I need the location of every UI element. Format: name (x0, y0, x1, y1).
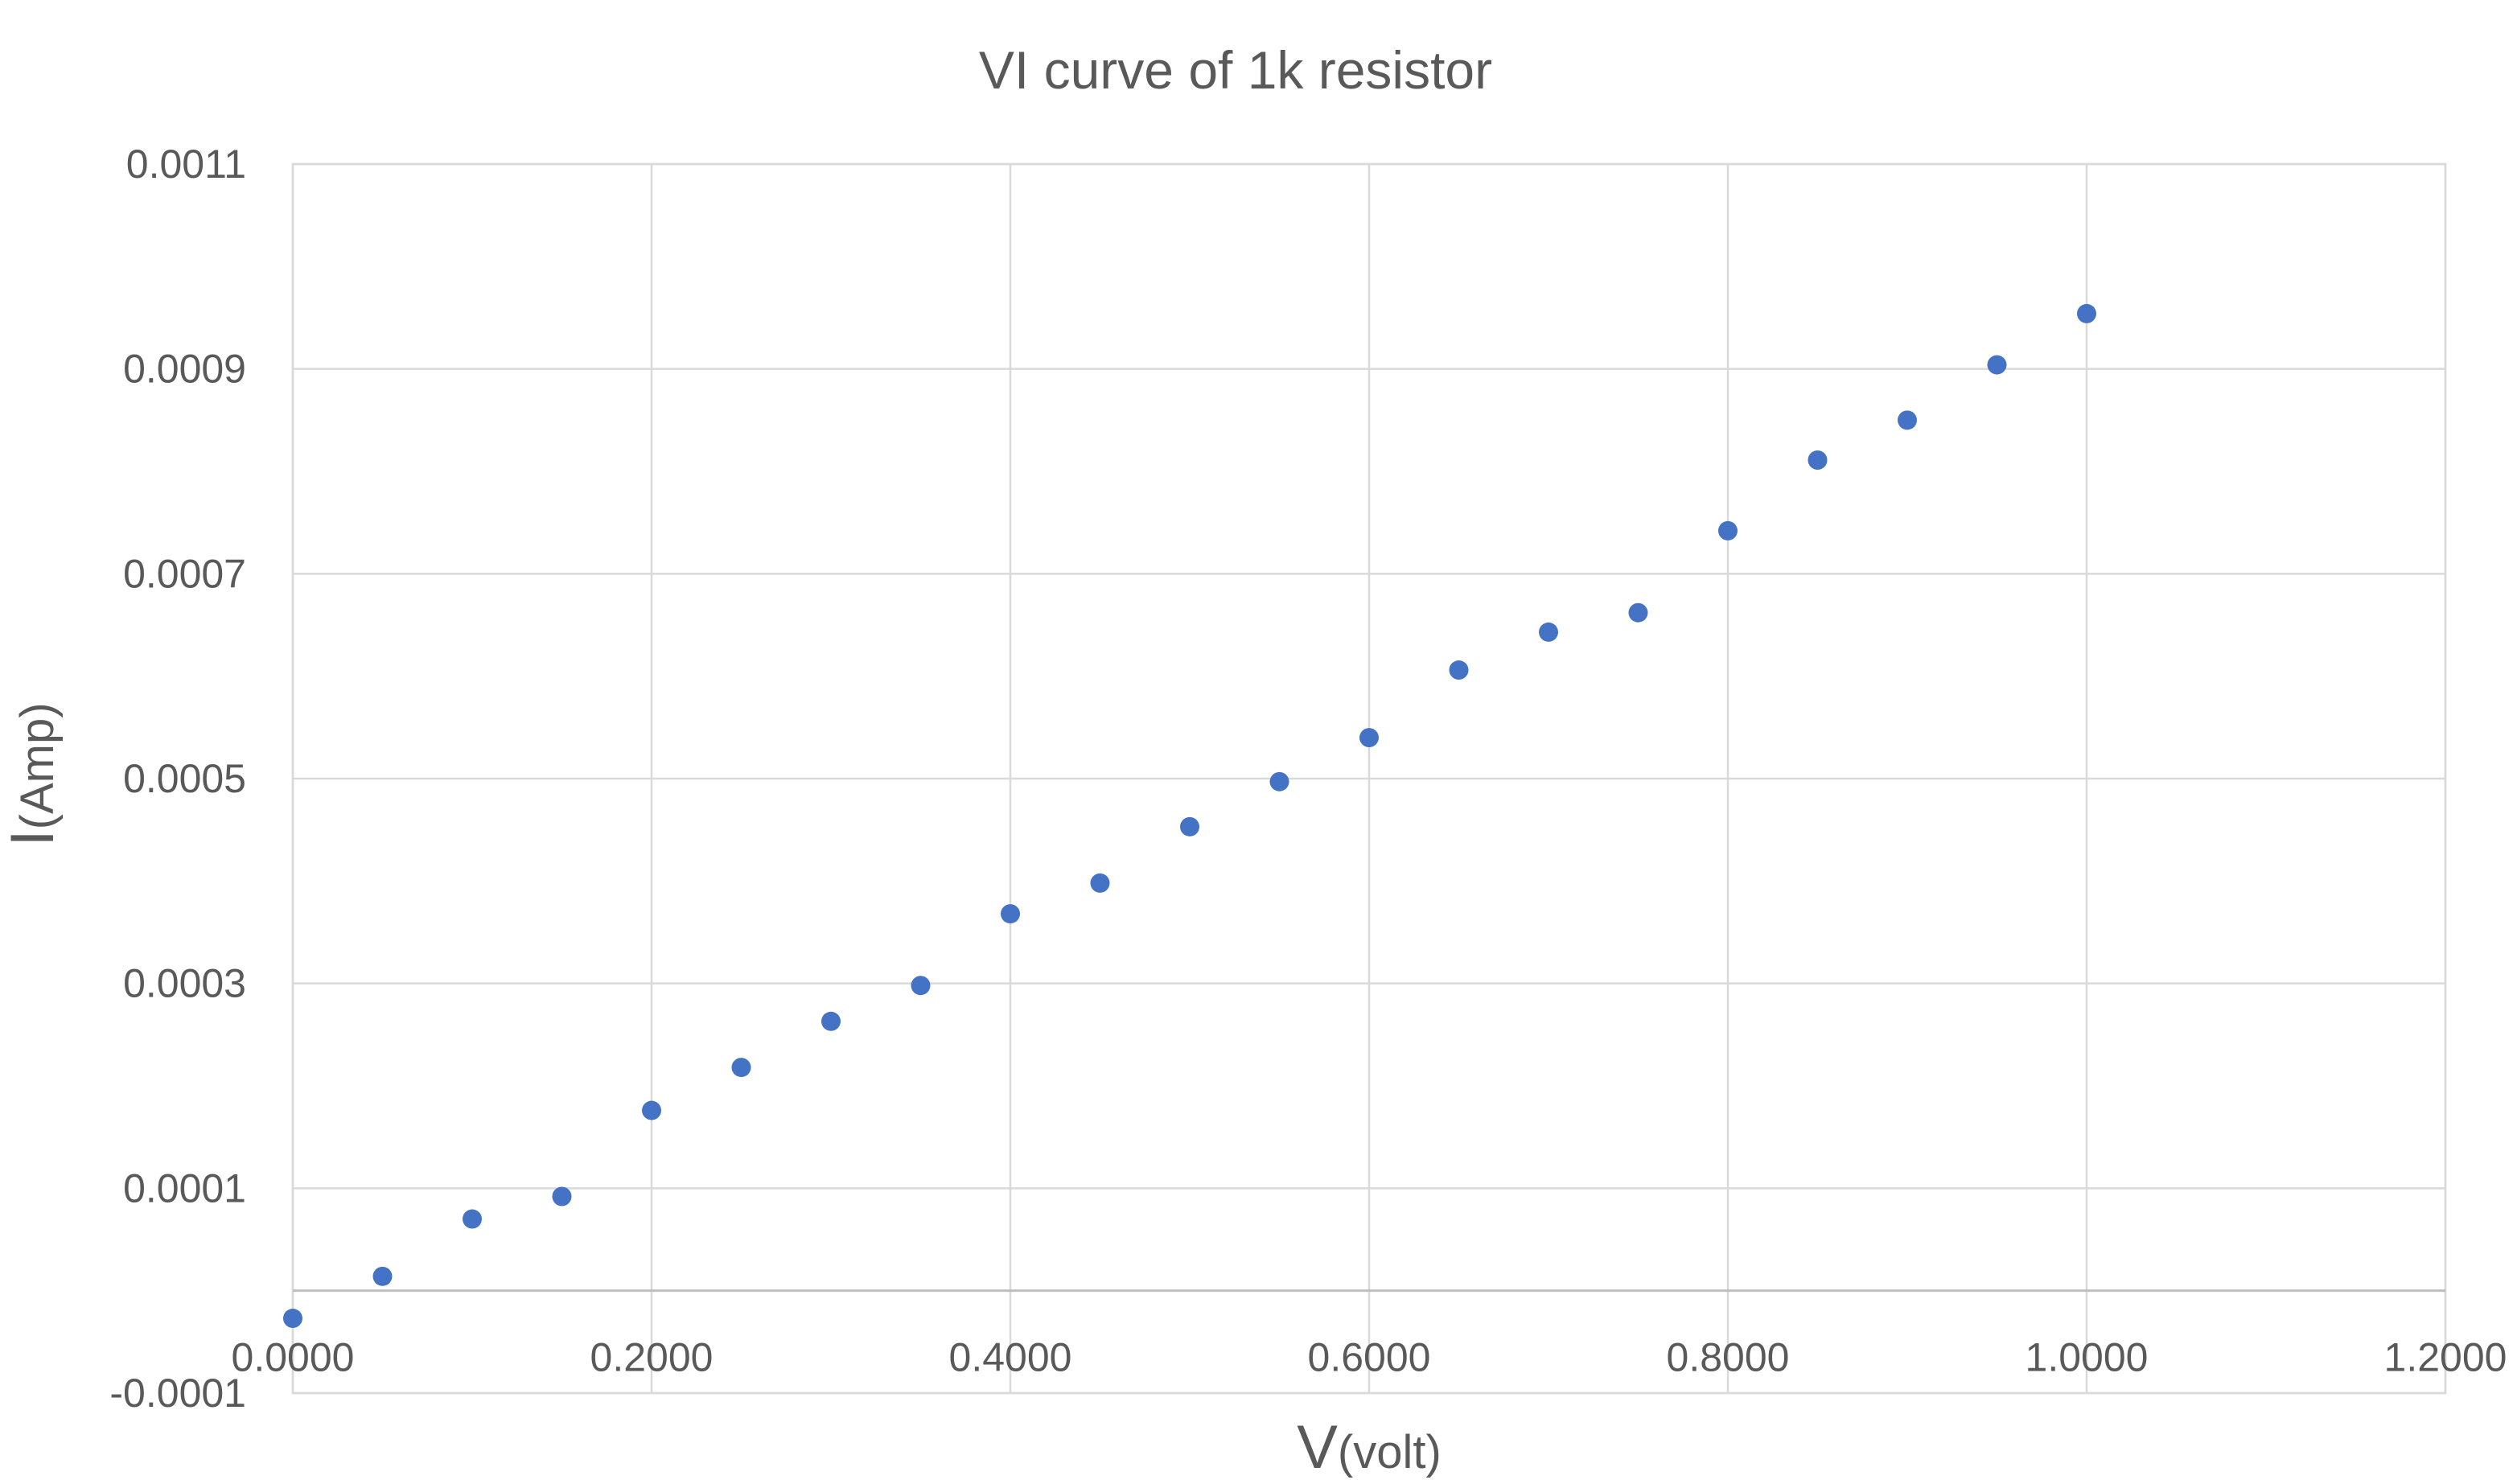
data-point (2077, 303, 2096, 323)
data-point (1001, 904, 1020, 924)
data-point (372, 1266, 393, 1286)
data-point (283, 1309, 302, 1329)
chart-title: VI curve of 1k resistor (979, 40, 1492, 100)
plot-area (291, 162, 2447, 1395)
x-tick-label: 1.2000 (2384, 1335, 2507, 1380)
gridlines (291, 162, 2447, 1395)
data-point (1987, 355, 2007, 375)
y-tick-label: -0.0001 (109, 1371, 246, 1416)
y-axis-title-main: I (0, 829, 67, 846)
data-point (1269, 771, 1289, 791)
x-axis-title-unit: (volt) (1338, 1426, 1442, 1478)
y-tick-label: 0.0009 (123, 347, 246, 392)
data-point (821, 1011, 841, 1031)
y-tick-label: 0.0007 (123, 551, 246, 596)
x-tick-label: 0.2000 (590, 1335, 714, 1380)
x-axis-title-main: V (1297, 1413, 1338, 1482)
data-point (1808, 450, 1828, 470)
data-point (642, 1100, 661, 1120)
data-point (1449, 660, 1469, 680)
x-tick-label: 0.6000 (1308, 1335, 1431, 1380)
data-point (552, 1186, 572, 1207)
x-tick-label: 0.4000 (949, 1335, 1072, 1380)
data-point (1539, 622, 1558, 642)
y-tick-label: 0.0003 (123, 961, 246, 1006)
x-tick-label: 0.0000 (232, 1335, 355, 1380)
data-point (1180, 816, 1199, 837)
x-tick-label: 1.0000 (2026, 1335, 2149, 1380)
data-point (1359, 728, 1379, 748)
data-point (911, 976, 931, 996)
data-points (283, 303, 2096, 1329)
data-point (1090, 873, 1110, 893)
data-point (1718, 520, 1738, 541)
data-point (463, 1209, 482, 1229)
x-tick-labels: 0.0000 0.2000 0.4000 0.6000 0.8000 1.0000 1.20… (232, 1335, 2507, 1380)
y-tick-labels: -0.0001 0.0001 0.0003 0.0005 0.0007 0.0009 0.0… (109, 142, 246, 1416)
x-axis-title: V(volt) (1297, 1413, 1442, 1482)
y-tick-label: 0.0011 (126, 142, 246, 187)
data-point (1898, 410, 1917, 430)
y-tick-label: 0.0005 (123, 756, 246, 801)
data-point (1628, 602, 1648, 623)
y-axis-title-unit: (Amp) (11, 702, 64, 829)
y-tick-label: 0.0001 (123, 1165, 246, 1211)
x-tick-label: 0.8000 (1667, 1335, 1790, 1380)
data-point (731, 1058, 751, 1078)
y-axis-title: I(Amp) (0, 702, 67, 846)
